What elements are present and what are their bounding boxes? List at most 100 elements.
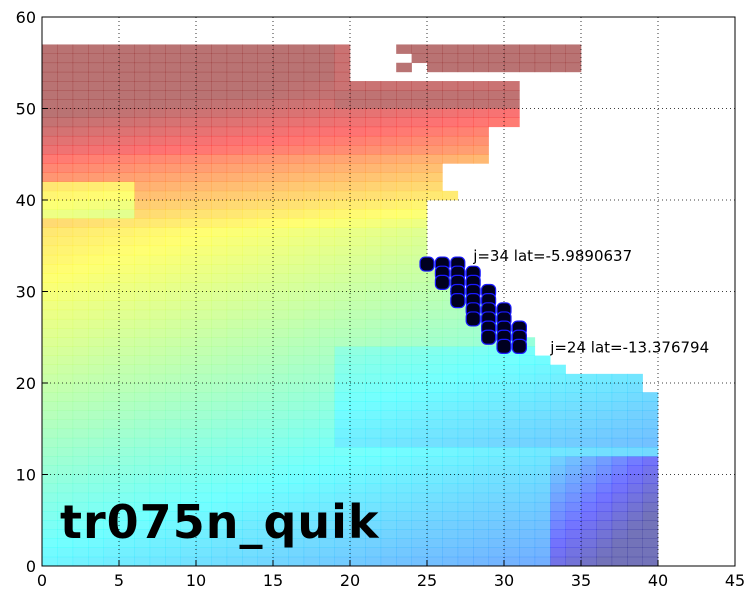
heatmap-cell xyxy=(134,437,151,448)
heatmap-cell xyxy=(211,410,228,420)
heatmap-cell xyxy=(119,200,135,210)
heatmap-cell xyxy=(57,273,74,283)
heatmap-cell xyxy=(473,355,489,365)
heatmap-cell xyxy=(488,117,505,128)
heatmap-cell xyxy=(396,273,412,283)
heatmap-cell xyxy=(134,383,151,393)
heatmap-cell xyxy=(180,474,197,484)
heatmap-cell xyxy=(180,428,197,439)
heatmap-cell xyxy=(427,483,443,494)
heatmap-cell xyxy=(88,236,104,247)
heatmap-cell xyxy=(427,410,443,420)
heatmap-cell xyxy=(288,282,305,292)
heatmap-cell xyxy=(642,556,659,567)
heatmap-cell xyxy=(196,245,212,256)
heatmap-cell xyxy=(581,383,597,393)
heatmap-cell xyxy=(380,145,397,155)
heatmap-cell xyxy=(565,492,582,503)
heatmap-cell xyxy=(380,291,397,301)
heatmap-cell xyxy=(211,62,228,73)
heatmap-cell xyxy=(473,419,489,430)
heatmap-cell xyxy=(288,154,305,164)
heatmap-cell xyxy=(457,538,474,548)
heatmap-cell xyxy=(288,236,305,247)
heatmap-cell xyxy=(457,520,474,530)
heatmap-cell xyxy=(642,474,659,484)
heatmap-cell xyxy=(103,383,120,393)
heatmap-cell xyxy=(380,511,397,521)
heatmap-cell xyxy=(226,373,243,384)
heatmap-cell xyxy=(442,447,459,457)
heatmap-cell xyxy=(565,456,582,466)
heatmap-cell xyxy=(196,172,212,182)
heatmap-cell xyxy=(196,282,212,292)
heatmap-cell xyxy=(226,556,243,567)
heatmap-cell xyxy=(257,556,274,567)
heatmap-cell xyxy=(303,419,320,430)
heatmap-cell xyxy=(457,556,474,567)
heatmap-cell xyxy=(380,282,397,292)
heatmap-cell xyxy=(350,355,366,365)
heatmap-cell xyxy=(72,309,89,320)
heatmap-cell xyxy=(611,392,628,402)
heatmap-cell xyxy=(288,209,305,219)
heatmap-cell xyxy=(134,291,151,301)
heatmap-cell xyxy=(442,355,459,365)
heatmap-cell xyxy=(596,392,613,402)
heatmap-cell xyxy=(165,190,181,201)
heatmap-cell xyxy=(88,383,104,393)
heatmap-cell xyxy=(211,163,228,173)
heatmap-cell xyxy=(504,520,520,530)
heatmap-cell xyxy=(319,99,335,109)
heatmap-cell xyxy=(427,90,443,100)
heatmap-cell xyxy=(134,264,151,274)
heatmap-cell xyxy=(473,108,489,118)
heatmap-cell xyxy=(303,108,320,118)
heatmap-cell xyxy=(72,337,89,347)
heatmap-cell xyxy=(196,328,212,338)
heatmap-cell xyxy=(303,318,320,329)
heatmap-cell xyxy=(88,465,104,475)
heatmap-cell xyxy=(473,428,489,439)
heatmap-cell xyxy=(88,392,104,402)
heatmap-cell xyxy=(226,126,243,137)
heatmap-cell xyxy=(88,337,104,347)
highlight-point xyxy=(496,338,512,354)
heatmap-cell xyxy=(149,190,166,201)
heatmap-cell xyxy=(565,520,582,530)
heatmap-cell xyxy=(550,364,566,375)
heatmap-cell xyxy=(119,227,135,237)
heatmap-cell xyxy=(103,373,120,384)
heatmap-cell xyxy=(611,465,628,475)
heatmap-cell xyxy=(119,44,135,54)
heatmap-cell xyxy=(504,328,520,338)
heatmap-cell xyxy=(550,437,566,448)
heatmap-cell xyxy=(303,264,320,274)
heatmap-cell xyxy=(642,529,659,539)
heatmap-cell xyxy=(288,511,305,521)
heatmap-cell xyxy=(103,181,120,192)
heatmap-cell xyxy=(103,126,120,137)
heatmap-cell xyxy=(642,501,659,512)
heatmap-cell xyxy=(196,62,212,73)
heatmap-cell xyxy=(180,520,197,530)
heatmap-cell xyxy=(273,264,289,274)
heatmap-cell xyxy=(42,135,58,146)
heatmap-cell xyxy=(581,447,597,457)
heatmap-cell xyxy=(103,190,120,201)
heatmap-cell xyxy=(550,474,566,484)
heatmap-cell xyxy=(42,538,58,548)
heatmap-cell xyxy=(257,108,274,118)
heatmap-cell xyxy=(257,511,274,521)
heatmap-cell xyxy=(196,556,212,567)
heatmap-cell xyxy=(42,227,58,237)
heatmap-cell xyxy=(288,200,305,210)
heatmap-cell xyxy=(119,474,135,484)
heatmap-cell xyxy=(103,465,120,475)
heatmap-cell xyxy=(303,154,320,164)
heatmap-cell xyxy=(273,245,289,256)
heatmap-cell xyxy=(196,99,212,109)
heatmap-cell xyxy=(627,474,643,484)
heatmap-cell xyxy=(380,90,397,100)
heatmap-cell xyxy=(396,538,412,548)
